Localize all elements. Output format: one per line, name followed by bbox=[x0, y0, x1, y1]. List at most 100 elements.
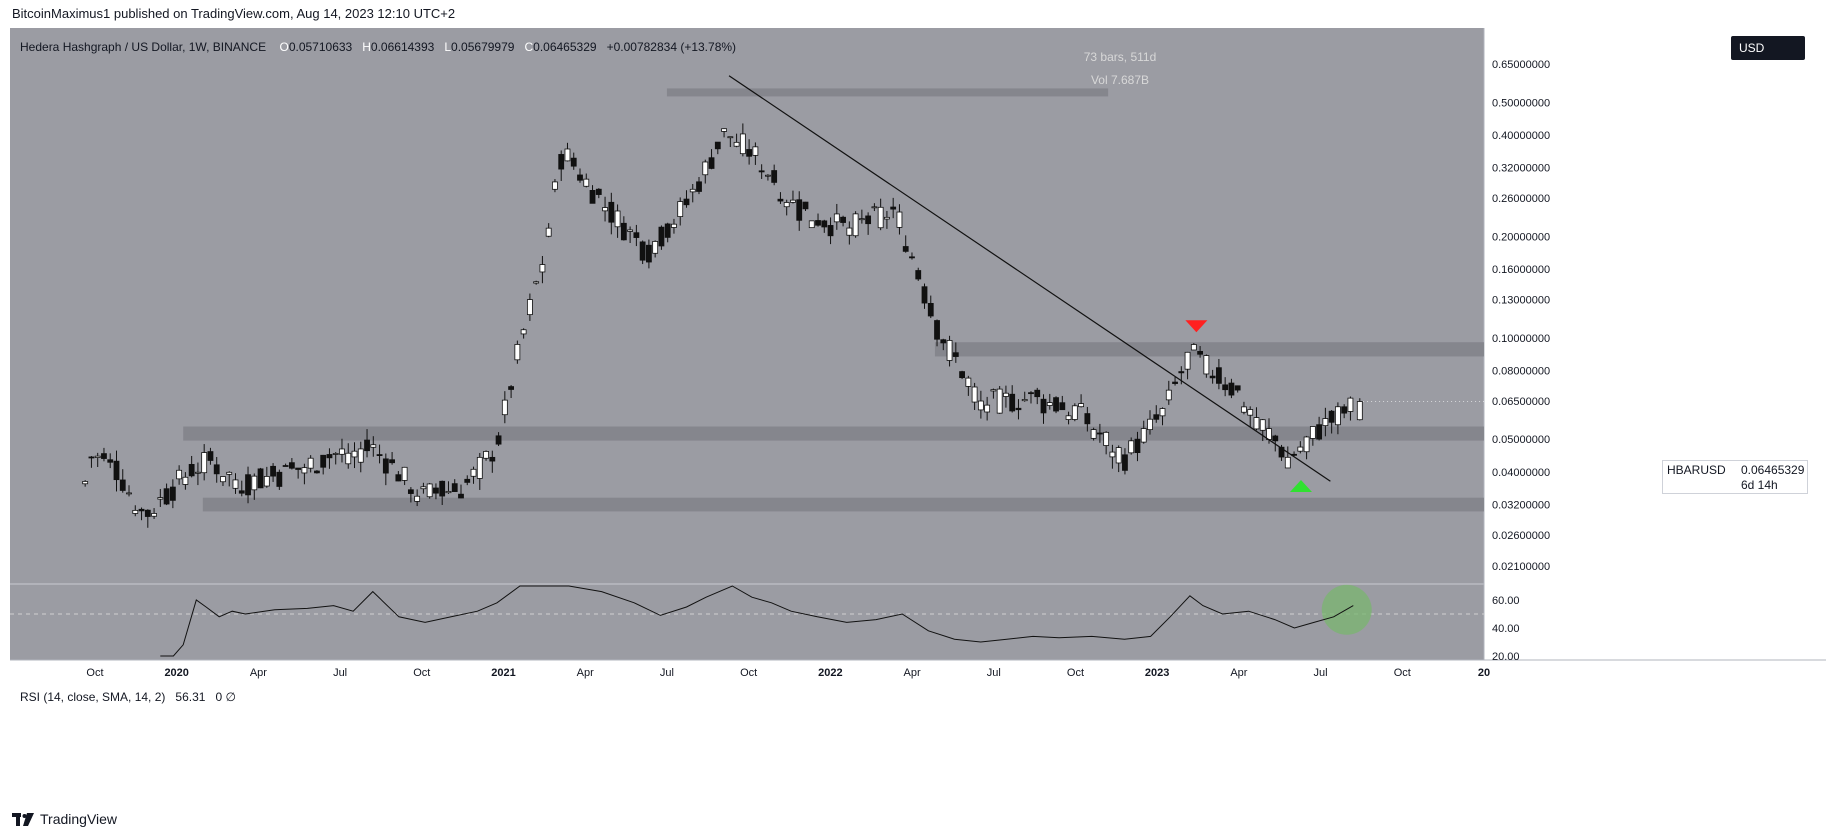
candle-body bbox=[326, 454, 333, 459]
candle-body bbox=[539, 264, 546, 273]
price-tick-label: 0.08000000 bbox=[1492, 365, 1550, 377]
candle-body bbox=[107, 459, 114, 463]
price-tick-label: 0.16000000 bbox=[1492, 264, 1550, 276]
candle-body bbox=[126, 492, 132, 495]
candle-body bbox=[1190, 344, 1197, 351]
price-chart-svg[interactable]: 0.65000000 0.50000000 0.40000000 0.32000000… bbox=[10, 28, 1826, 820]
price-tick-label: 0.10000000 bbox=[1492, 333, 1550, 345]
candle-body bbox=[1059, 402, 1066, 411]
candle-body bbox=[946, 340, 953, 361]
trendline bbox=[728, 75, 1331, 482]
candle-body bbox=[671, 223, 677, 228]
candle-body bbox=[608, 201, 615, 223]
candle-body bbox=[677, 201, 684, 217]
candle-body bbox=[1209, 375, 1216, 379]
candle-body bbox=[169, 486, 176, 501]
candle-body bbox=[840, 216, 846, 223]
resistance-marker-down-arrow-icon bbox=[1185, 320, 1208, 333]
candle-body bbox=[188, 464, 195, 477]
chart-area[interactable]: 0.65000000 0.50000000 0.40000000 0.32000000… bbox=[10, 28, 1826, 820]
candle-body bbox=[270, 465, 276, 477]
candle-body bbox=[977, 400, 984, 411]
candle-body bbox=[1034, 389, 1041, 398]
candle-body bbox=[489, 456, 496, 462]
candle-body bbox=[1316, 424, 1323, 440]
candle-body bbox=[339, 448, 345, 455]
candle-body bbox=[1335, 406, 1341, 426]
candle-body bbox=[1159, 408, 1166, 417]
tradingview-logo[interactable]: TradingView bbox=[12, 811, 117, 827]
candle-body bbox=[796, 199, 803, 221]
candle-body bbox=[727, 136, 734, 139]
sr-zone bbox=[183, 426, 1485, 441]
candle-body bbox=[1259, 419, 1266, 431]
candle-body bbox=[1178, 371, 1185, 374]
candle-body bbox=[577, 174, 583, 181]
high-value: 0.06614393 bbox=[370, 40, 435, 54]
candle-body bbox=[783, 202, 790, 208]
candle-body bbox=[1046, 402, 1053, 406]
currency-button[interactable]: USD bbox=[1731, 36, 1805, 60]
price-tick-label: 0.32000000 bbox=[1492, 163, 1550, 175]
candle-body bbox=[414, 495, 421, 502]
candle-body bbox=[101, 453, 107, 459]
candle-body bbox=[458, 493, 464, 499]
price-tick-label: 0.13000000 bbox=[1492, 294, 1550, 306]
candle-body bbox=[639, 241, 646, 261]
candle-body bbox=[251, 475, 258, 491]
time-tick-label: Oct bbox=[86, 667, 103, 679]
candle-body bbox=[1328, 410, 1335, 423]
candle-body bbox=[602, 207, 608, 212]
candle-body bbox=[276, 471, 283, 487]
candle-body bbox=[646, 244, 652, 263]
candle-body bbox=[846, 227, 853, 236]
candle-body bbox=[1303, 436, 1310, 453]
candle-body bbox=[552, 181, 558, 190]
candle-body bbox=[927, 302, 934, 317]
candle-body bbox=[984, 404, 991, 413]
candle-body bbox=[739, 133, 746, 155]
candle-body bbox=[226, 471, 233, 475]
time-tick-label: Oct bbox=[740, 667, 757, 679]
candle-body bbox=[790, 199, 796, 203]
candle-body bbox=[1147, 418, 1153, 431]
candle-body bbox=[1134, 438, 1141, 454]
candle-body bbox=[1090, 429, 1097, 439]
candle-body bbox=[952, 352, 959, 357]
price-tick-label: 0.03200000 bbox=[1492, 499, 1550, 511]
candle-body bbox=[176, 469, 183, 480]
candle-body bbox=[752, 146, 759, 156]
sr-zone bbox=[666, 88, 1109, 97]
price-tag-countdown: 6d 14h bbox=[1741, 478, 1778, 492]
rsi-tick-label: 20.00 bbox=[1492, 651, 1520, 663]
rsi-tick-label: 40.00 bbox=[1492, 623, 1520, 635]
time-tick-label: 2020 bbox=[164, 667, 188, 679]
candle-body bbox=[1215, 367, 1222, 384]
candle-body bbox=[307, 457, 314, 469]
candle-body bbox=[533, 281, 540, 284]
price-axis-bg bbox=[1484, 28, 1826, 660]
close-value: 0.06465329 bbox=[533, 40, 597, 54]
candle-body bbox=[1309, 426, 1316, 439]
candle-body bbox=[702, 161, 709, 176]
price-tick-label: 0.02100000 bbox=[1492, 561, 1550, 573]
candle-body bbox=[520, 329, 527, 335]
time-tick-label: Apr bbox=[250, 667, 267, 679]
candle-body bbox=[464, 478, 471, 483]
candle-body bbox=[802, 201, 809, 210]
candle-body bbox=[1071, 405, 1078, 420]
candle-body bbox=[627, 229, 634, 232]
candle-body bbox=[815, 220, 821, 226]
candle-body bbox=[445, 491, 452, 494]
price-tick-label: 0.50000000 bbox=[1492, 97, 1550, 109]
price-pane-bg bbox=[10, 28, 1484, 584]
price-tag-price: 0.06465329 bbox=[1741, 463, 1805, 477]
time-tick-label: Oct bbox=[1067, 667, 1084, 679]
candle-body bbox=[689, 188, 696, 193]
time-tick-label: 20 bbox=[1478, 667, 1490, 679]
candle-body bbox=[389, 459, 395, 464]
candle-body bbox=[614, 210, 621, 228]
candle-body bbox=[852, 213, 859, 237]
candle-body bbox=[476, 456, 483, 479]
support-marker-up-arrow-icon bbox=[1289, 479, 1312, 492]
